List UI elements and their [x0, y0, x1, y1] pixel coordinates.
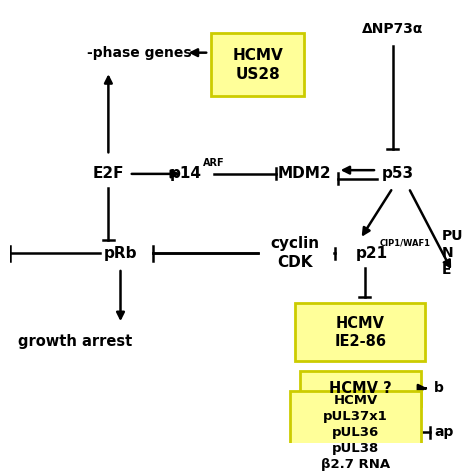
Text: PU
N
E: PU N E: [441, 229, 463, 277]
Text: growth arrest: growth arrest: [18, 334, 132, 349]
Text: p21: p21: [356, 246, 388, 261]
Text: p14: p14: [170, 166, 201, 182]
Text: MDM2: MDM2: [277, 166, 331, 182]
Text: E2F: E2F: [92, 166, 124, 182]
Text: CIP1/WAF1: CIP1/WAF1: [380, 238, 431, 247]
FancyBboxPatch shape: [300, 371, 421, 406]
FancyBboxPatch shape: [295, 303, 425, 361]
Text: ap: ap: [435, 425, 454, 439]
Text: HCMV
US28: HCMV US28: [232, 48, 283, 82]
Text: -phase genes: -phase genes: [87, 46, 191, 60]
Text: HCMV
IE2-86: HCMV IE2-86: [334, 316, 386, 349]
Text: ΔNP73α: ΔNP73α: [362, 22, 423, 36]
Text: HCMV ?: HCMV ?: [329, 381, 392, 396]
Text: pRb: pRb: [104, 246, 137, 261]
Text: ARF: ARF: [202, 158, 224, 168]
FancyBboxPatch shape: [290, 391, 421, 473]
Text: HCMV
pUL37x1
pUL36
pUL38
β2.7 RNA: HCMV pUL37x1 pUL36 pUL38 β2.7 RNA: [321, 394, 390, 471]
Text: b: b: [434, 382, 444, 395]
FancyBboxPatch shape: [211, 33, 304, 97]
Text: CDK: CDK: [277, 255, 313, 270]
Text: p53: p53: [382, 166, 413, 182]
Text: cyclin: cyclin: [270, 237, 319, 251]
